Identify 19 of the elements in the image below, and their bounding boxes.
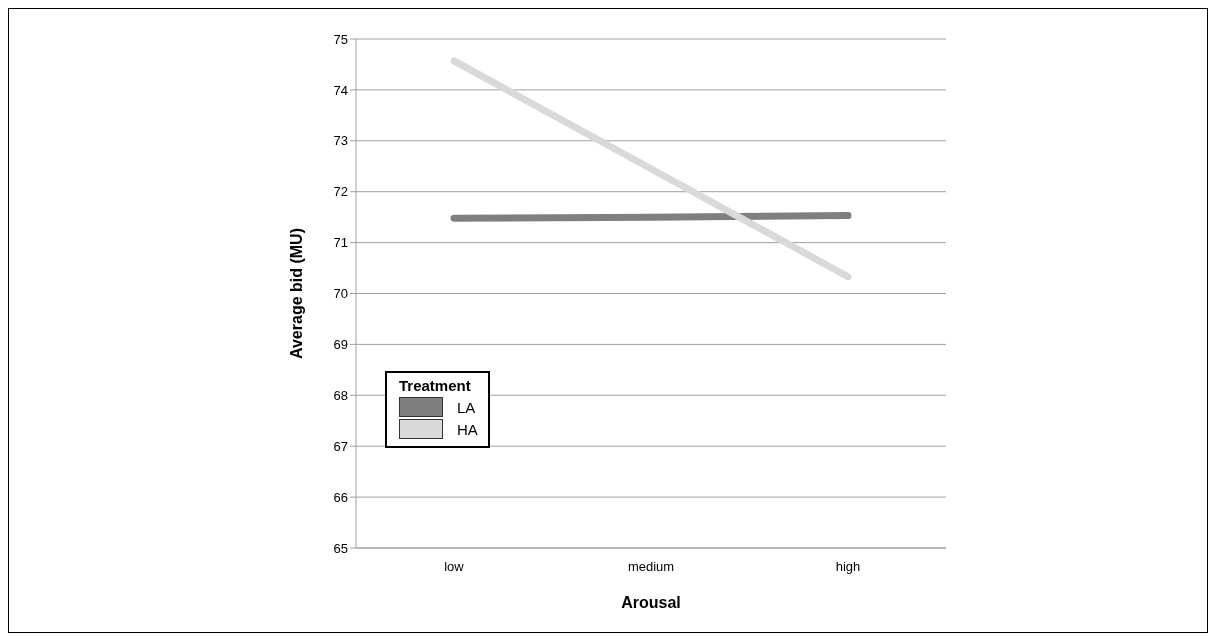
y-axis-title: Average bid (MU) xyxy=(287,228,305,359)
x-tick-label: high xyxy=(835,559,861,575)
y-tick-label: 65 xyxy=(333,540,348,556)
x-axis-title: Arousal xyxy=(621,594,681,611)
legend-label: HA xyxy=(457,420,478,438)
y-tick-label: 66 xyxy=(333,489,348,505)
y-tick-label: 74 xyxy=(333,82,348,98)
y-tick-label: 73 xyxy=(333,133,348,149)
y-tick-label: 68 xyxy=(333,387,348,403)
y-tick-label: 75 xyxy=(333,31,348,47)
y-tick-label: 71 xyxy=(333,235,348,251)
y-tick-label: 69 xyxy=(333,337,348,353)
y-tick-label: 70 xyxy=(333,286,348,302)
x-tick-label: low xyxy=(444,559,465,575)
legend-label: LA xyxy=(457,398,476,416)
y-tick-label: 67 xyxy=(333,438,348,454)
y-tick-label: 72 xyxy=(333,184,348,200)
x-tick-label: medium xyxy=(627,559,675,575)
legend-title: Treatment xyxy=(399,377,472,394)
